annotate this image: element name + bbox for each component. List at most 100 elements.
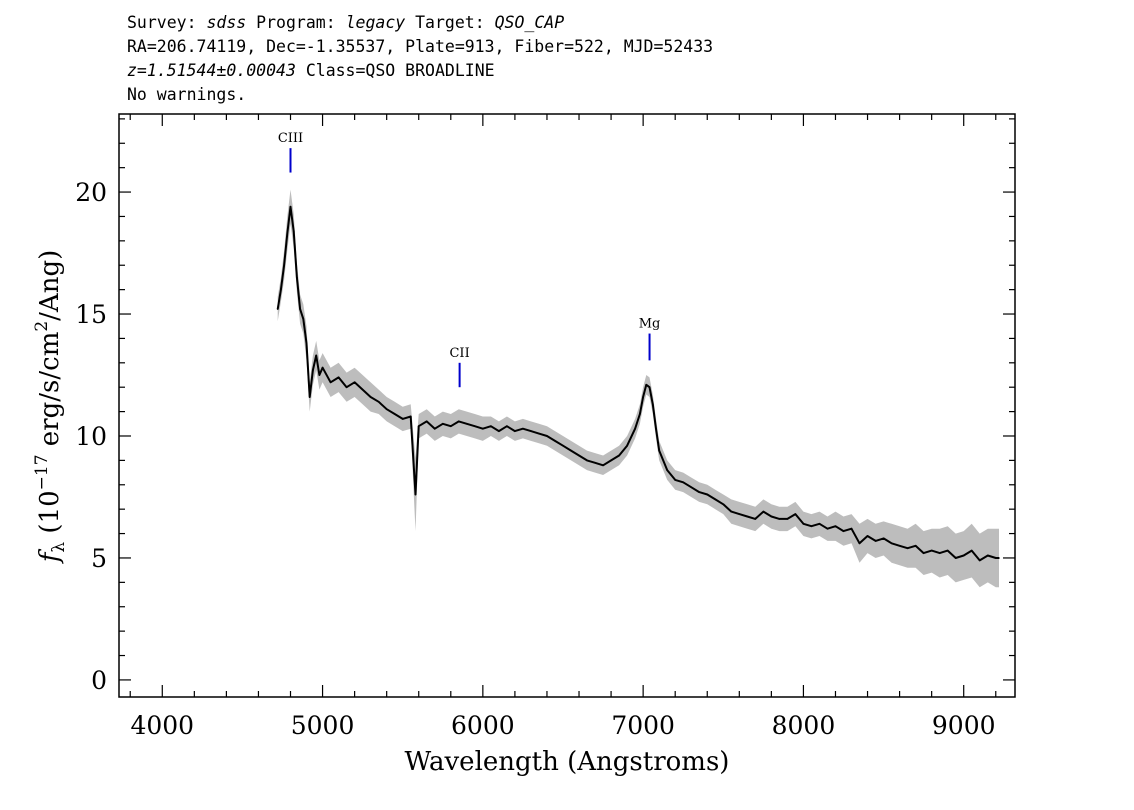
spectrum-point [329,381,332,384]
spectrum-point [906,547,909,549]
y-axis-title-post: /Ang) [35,250,65,321]
spectrum-point [826,527,829,530]
spectrum-point [286,232,289,235]
error-band-layer [277,189,999,588]
spectrum-point [802,523,805,525]
spectrum-point [401,418,404,420]
spectrum-point [754,518,757,520]
spectrum-point [417,425,420,428]
spectrum-point [442,423,444,425]
spectrum-point [321,366,324,369]
survey-value: sdss [206,13,247,32]
axis-tick-labels: 4000 5000 6000 7000 8000 9000 0 5 10 15 20 [75,178,995,740]
spectrum-point [890,542,893,545]
spectrum-point [746,515,749,518]
spectrum-point [276,308,279,310]
spectrum-point [554,440,556,442]
spectrum-point [530,430,532,432]
spectrum-point [570,449,572,452]
spectrum-point [538,432,540,435]
spectrum-point [546,435,548,437]
spectrum-point [578,454,580,457]
x-tick-label: 6000 [451,711,515,740]
spectrum-point [666,469,668,471]
target-label: Target: [405,13,495,32]
spectrum-point [962,554,965,557]
spectrum-point [682,481,684,484]
spectrum-point [490,425,492,428]
emission-line-label: CIII [278,131,303,146]
x-tick-label: 9000 [932,711,996,740]
spectrum-point [458,420,460,423]
y-axis-title-exp: −17 [32,454,52,490]
y-tick-label: 15 [75,300,107,329]
spectrum-point [292,230,295,232]
spectrum-point [299,308,301,310]
spectrum-point [312,369,314,371]
spectrum-point [474,425,476,428]
spectrum-point [658,449,660,452]
spectrum-point [998,557,1000,559]
spectrum-point [345,386,348,389]
spectrum-point [315,354,318,357]
y-axis-title-sub: λ [49,542,69,553]
spectrum-point [639,413,641,415]
axis-ticks [119,114,1015,697]
spectrum-point [642,396,644,398]
y-axis-title-pre: (10 [35,490,65,542]
spectrum-point [618,454,620,457]
spectrum-point [302,318,305,320]
spectrum-point [414,493,417,496]
spectrum-point [866,535,869,537]
emission-line-annotations: CIII CII Mg [278,131,660,388]
spectrum-point [738,513,741,515]
plot-frame [118,113,1016,698]
error-band [277,189,999,588]
spectrum-line [276,205,999,562]
spectrum-point [514,430,516,432]
spectrum-point [434,427,436,430]
spectrum-point [522,427,524,430]
spectrum-point [818,523,821,525]
y-tick-label: 0 [91,666,107,695]
spectrum-point [810,525,813,527]
spectrum-point [858,542,861,545]
spectrum-point [498,430,500,432]
spectrum-point [762,510,765,513]
spectrum-point [450,425,452,428]
spectrum-point [794,513,797,515]
spectrum-point [674,479,676,481]
spectrum-point [898,545,901,547]
spectrum-point [602,464,604,467]
spectrum-point [586,459,588,462]
spectrum-point [930,549,933,552]
x-tick-label: 8000 [772,711,836,740]
spectrum-point [280,288,282,291]
spectrum-point [626,444,628,447]
spectrum-point [337,376,340,379]
survey-label: Survey: [127,13,207,32]
spectrum-point [914,545,917,547]
spectrum-point [938,552,941,554]
spectrum-point [610,459,612,462]
spectrum-point [652,403,654,406]
spectrum-point [308,396,311,398]
spectrum-point [874,540,877,542]
spectrum-point [634,427,636,430]
header-line-warnings: No warnings. [127,85,247,104]
spectrum-point [954,557,957,559]
spectrum-point [648,386,651,389]
emission-line-label: CII [449,346,469,361]
spectrum-point [369,396,372,398]
header-line-redshift: z=1.51544±0.00043 Class=QSO BROADLINE [127,59,713,83]
spectrum-point [698,491,700,493]
spectrum-point [995,557,997,559]
program-value: legacy [345,13,406,32]
spectrum-point [978,559,981,562]
spectrum-point [645,384,648,386]
spectrum-point [562,444,564,447]
y-axis-title-exp2: 2 [32,321,52,332]
redshift-value: z=1.51544±0.00043 [127,61,296,80]
spectrum-point [946,549,949,552]
